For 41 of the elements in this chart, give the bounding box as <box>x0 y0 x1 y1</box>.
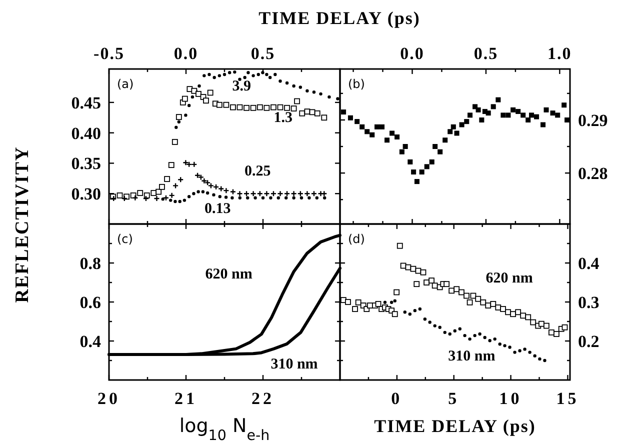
y-tick-label: 0.4 <box>578 254 600 273</box>
x-tick-label: 0.5 <box>250 44 276 63</box>
x-tick-label: 0.0 <box>400 44 424 63</box>
series-label: 310 nm <box>448 348 496 364</box>
annotation: (a) <box>117 77 134 91</box>
x-tick-label: 0.5 <box>474 44 498 63</box>
annotation: (d) <box>348 232 365 246</box>
legend-label: 310 nm <box>270 356 318 372</box>
x-tick-label: 5 <box>448 389 460 408</box>
x-tick-label: 22 <box>252 389 274 408</box>
y-tick-label: 0.4 <box>80 332 102 351</box>
annotation: (c) <box>117 232 133 246</box>
x-tick-label: 0 <box>391 389 403 408</box>
x-tick-label: 0.0 <box>174 44 198 63</box>
x-tick-label: 1.0 <box>548 44 572 63</box>
x-tick-label: 15 <box>556 389 580 408</box>
y-tick-label: 0.40 <box>71 124 101 143</box>
y-tick-label: 0.30 <box>71 184 101 204</box>
y-tick-label: 0.29 <box>578 110 608 130</box>
series-label: 3.9 <box>232 78 251 94</box>
y-tick-label: 0.45 <box>71 93 101 112</box>
x-axis-title: TIME DELAY (ps) <box>258 8 420 28</box>
x-tick-label: 21 <box>174 389 198 408</box>
x-tick-label: 20 <box>98 389 120 408</box>
y-tick-label: 0.6 <box>80 293 101 312</box>
text: 620 nm <box>205 266 253 283</box>
y-axis-title: REFLECTIVITY <box>12 146 33 303</box>
y-tick-label: 0.8 <box>80 254 101 273</box>
y-tick-label: 0.3 <box>578 293 600 312</box>
x-axis-title: TIME DELAY (ps) <box>374 416 536 436</box>
annotation: (b) <box>348 77 365 91</box>
x-tick-label: 10 <box>499 389 522 408</box>
y-tick-label: 0.35 <box>71 154 101 174</box>
series-label: 620 nm <box>486 270 534 286</box>
y-tick-label: 0.2 <box>578 332 600 351</box>
series-label: 0.13 <box>204 201 231 218</box>
x-tick-label: -0.5 <box>94 44 124 63</box>
series-label: 0.25 <box>244 163 271 180</box>
y-tick-label: 0.28 <box>578 164 608 184</box>
x-axis-title: log$_{10}$ N$_{e-h}$ <box>179 415 270 444</box>
series-label: 1.3 <box>274 110 293 126</box>
